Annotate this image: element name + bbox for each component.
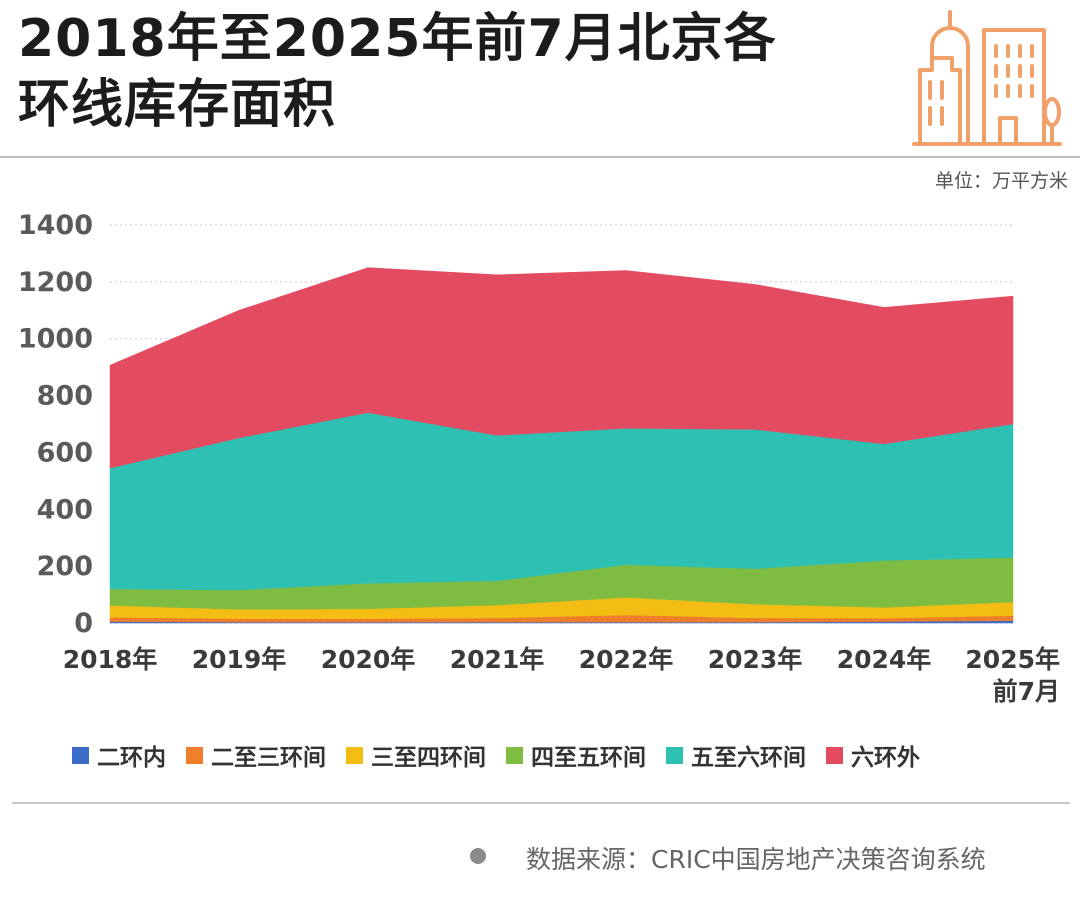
- y-tick-label-0: 0: [74, 608, 93, 639]
- legend-label: 二至三环间: [211, 745, 326, 771]
- y-tick-label-600: 600: [37, 437, 93, 468]
- legend-label: 四至五环间: [531, 745, 646, 771]
- chart-title: 2018年至2025年前7月北京各 环线库存面积: [18, 6, 888, 138]
- x-tick-label-5: 2022年: [579, 645, 674, 674]
- legend-label: 五至六环间: [691, 745, 806, 771]
- x-tick-label-8-line-2: 前7月: [993, 677, 1060, 706]
- x-tick-label-6: 2023年: [708, 645, 803, 674]
- legend-swatch: [72, 746, 89, 764]
- legend-item-2: 二至三环间: [186, 738, 326, 772]
- x-tick-label-2: 2019年: [192, 645, 287, 674]
- header-divider: [0, 156, 1080, 158]
- data-source-note: 数据来源：CRIC中国房地产决策咨询系统: [526, 845, 986, 874]
- legend-item-6: 六环外: [826, 738, 920, 772]
- city-buildings-icon: [912, 10, 1062, 146]
- y-tick-label-400: 400: [37, 494, 93, 525]
- legend-item-4: 四至五环间: [506, 738, 646, 772]
- area-series-6: [109, 267, 1014, 469]
- y-tick-label-1200: 1200: [18, 267, 93, 298]
- legend-label: 六环外: [851, 745, 920, 771]
- y-tick-label-1000: 1000: [18, 324, 93, 355]
- legend-swatch: [826, 746, 843, 764]
- chart-title-line-1: 2018年至2025年前7月北京各: [18, 9, 777, 69]
- y-tick-label-1400: 1400: [18, 210, 93, 241]
- legend-item-1: 二环内: [72, 738, 166, 772]
- stacked-area-chart: 0 200 400 600 800 1000 1200 1400 2018年 2019年 2020年…: [18, 210, 1060, 706]
- chart-title-line-2: 环线库存面积: [18, 75, 337, 135]
- x-tick-label-8-line-1: 2025年: [965, 645, 1060, 674]
- footer-divider: [12, 802, 1070, 804]
- x-tick-label-7: 2024年: [837, 645, 932, 674]
- legend-item-3: 三至四环间: [346, 738, 486, 772]
- legend-item-5: 五至六环间: [666, 738, 806, 772]
- legend-swatch: [506, 746, 523, 764]
- x-tick-label-4: 2021年: [450, 645, 545, 674]
- legend-label: 二环内: [97, 745, 166, 771]
- y-tick-label-200: 200: [37, 551, 93, 582]
- legend-swatch: [346, 746, 363, 764]
- x-tick-label-3: 2020年: [321, 645, 416, 674]
- x-tick-label-1: 2018年: [63, 645, 158, 674]
- unit-label: 单位：万平方米: [934, 170, 1068, 192]
- y-tick-label-800: 800: [37, 381, 93, 412]
- chart-legend: 二环内 二至三环间 三至四环间 四至五环间 五至六环间 六环外: [72, 738, 940, 772]
- legend-swatch: [666, 746, 683, 764]
- legend-label: 三至四环间: [371, 745, 486, 771]
- bullet-dot-icon: [470, 848, 486, 864]
- legend-swatch: [186, 746, 203, 764]
